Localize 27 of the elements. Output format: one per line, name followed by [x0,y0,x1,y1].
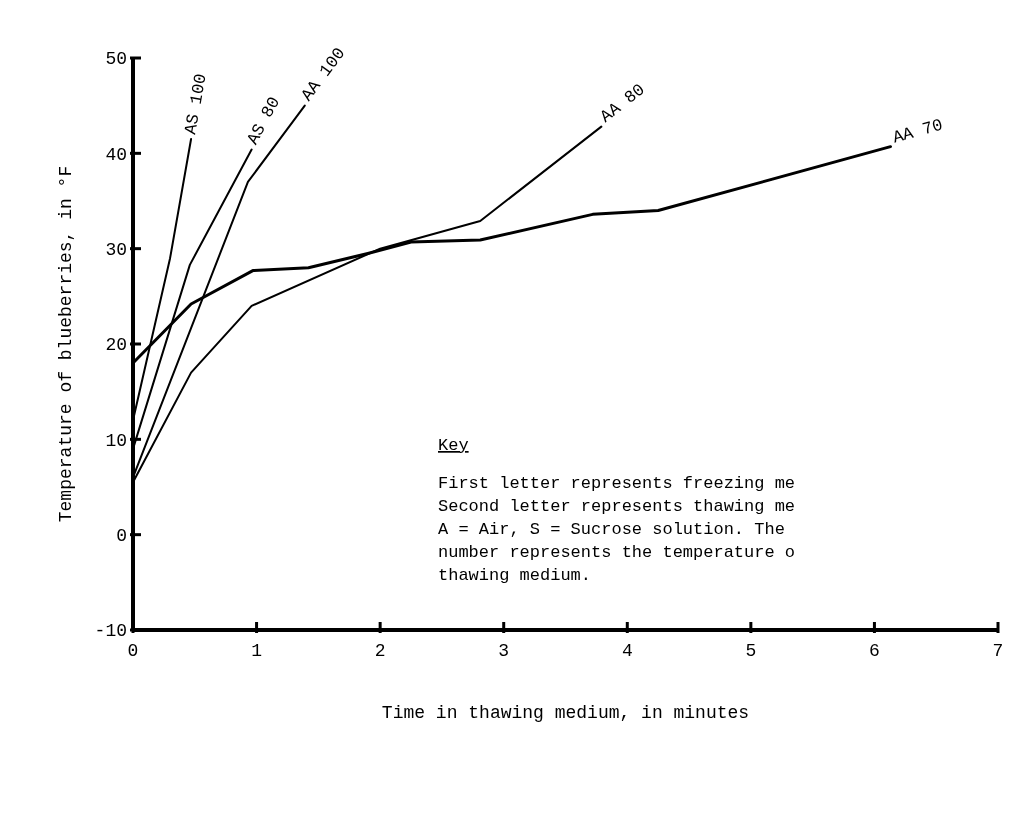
x-tick-label: 5 [745,641,757,661]
y-tick-label: -10 [94,621,127,642]
annotation: A = Air, S = Sucrose solution. The [438,520,785,539]
text: AA 70 [890,115,946,148]
x-tick-label: 6 [869,641,880,661]
y-tick-label: 10 [105,430,127,451]
x-tick-label: 7 [992,641,1004,661]
x-tick-label: 4 [621,641,633,661]
y-tick-label: 50 [105,49,127,70]
x-axis-title: Time in thawing medium, in minutes [381,703,750,723]
x-tick-label: 1 [251,641,262,661]
y-tick-label: 40 [105,144,127,165]
annotation: Key [438,436,469,455]
annotation: number represents the temperature o [438,543,796,562]
x-tick-label: 2 [374,641,386,661]
text: AA 80 [596,80,649,127]
y-tick-label: 30 [105,239,127,260]
y-axis-title: Temperature of blueberries, in °F [56,165,76,523]
text: AA 100 [297,44,350,105]
annotation: Second letter represents thawing me [438,497,796,516]
annotation: thawing medium. [438,566,592,585]
y-tick-label: 20 [105,335,127,356]
text: AS 80 [243,93,285,148]
annotation: First letter represents freezing me [438,474,796,493]
text: AS 100 [181,72,211,136]
x-tick-label: 3 [498,641,510,661]
y-tick-label: 0 [116,525,127,546]
